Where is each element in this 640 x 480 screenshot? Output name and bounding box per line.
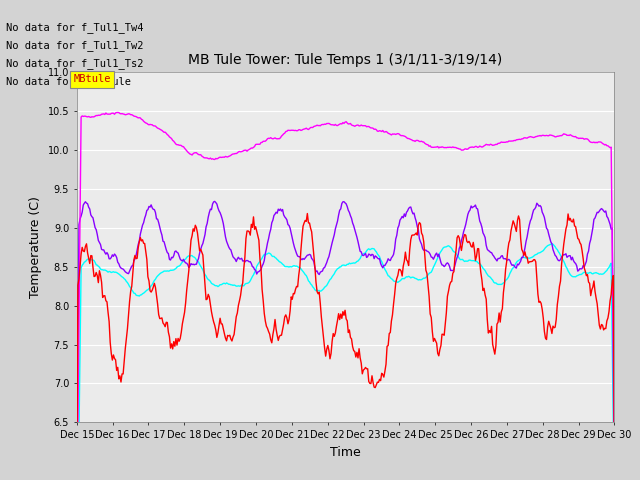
Text: No data for f_Tul1_Tw4: No data for f_Tul1_Tw4 <box>6 22 144 33</box>
X-axis label: Time: Time <box>330 445 361 458</box>
Text: No data for f_Tul1_Tw2: No data for f_Tul1_Tw2 <box>6 40 144 51</box>
Text: No data for f_MBtule: No data for f_MBtule <box>6 76 131 87</box>
Text: MBtule: MBtule <box>74 74 111 84</box>
Title: MB Tule Tower: Tule Temps 1 (3/1/11-3/19/14): MB Tule Tower: Tule Temps 1 (3/1/11-3/19… <box>188 53 503 67</box>
Y-axis label: Temperature (C): Temperature (C) <box>29 196 42 298</box>
Text: No data for f_Tul1_Ts2: No data for f_Tul1_Ts2 <box>6 58 144 69</box>
